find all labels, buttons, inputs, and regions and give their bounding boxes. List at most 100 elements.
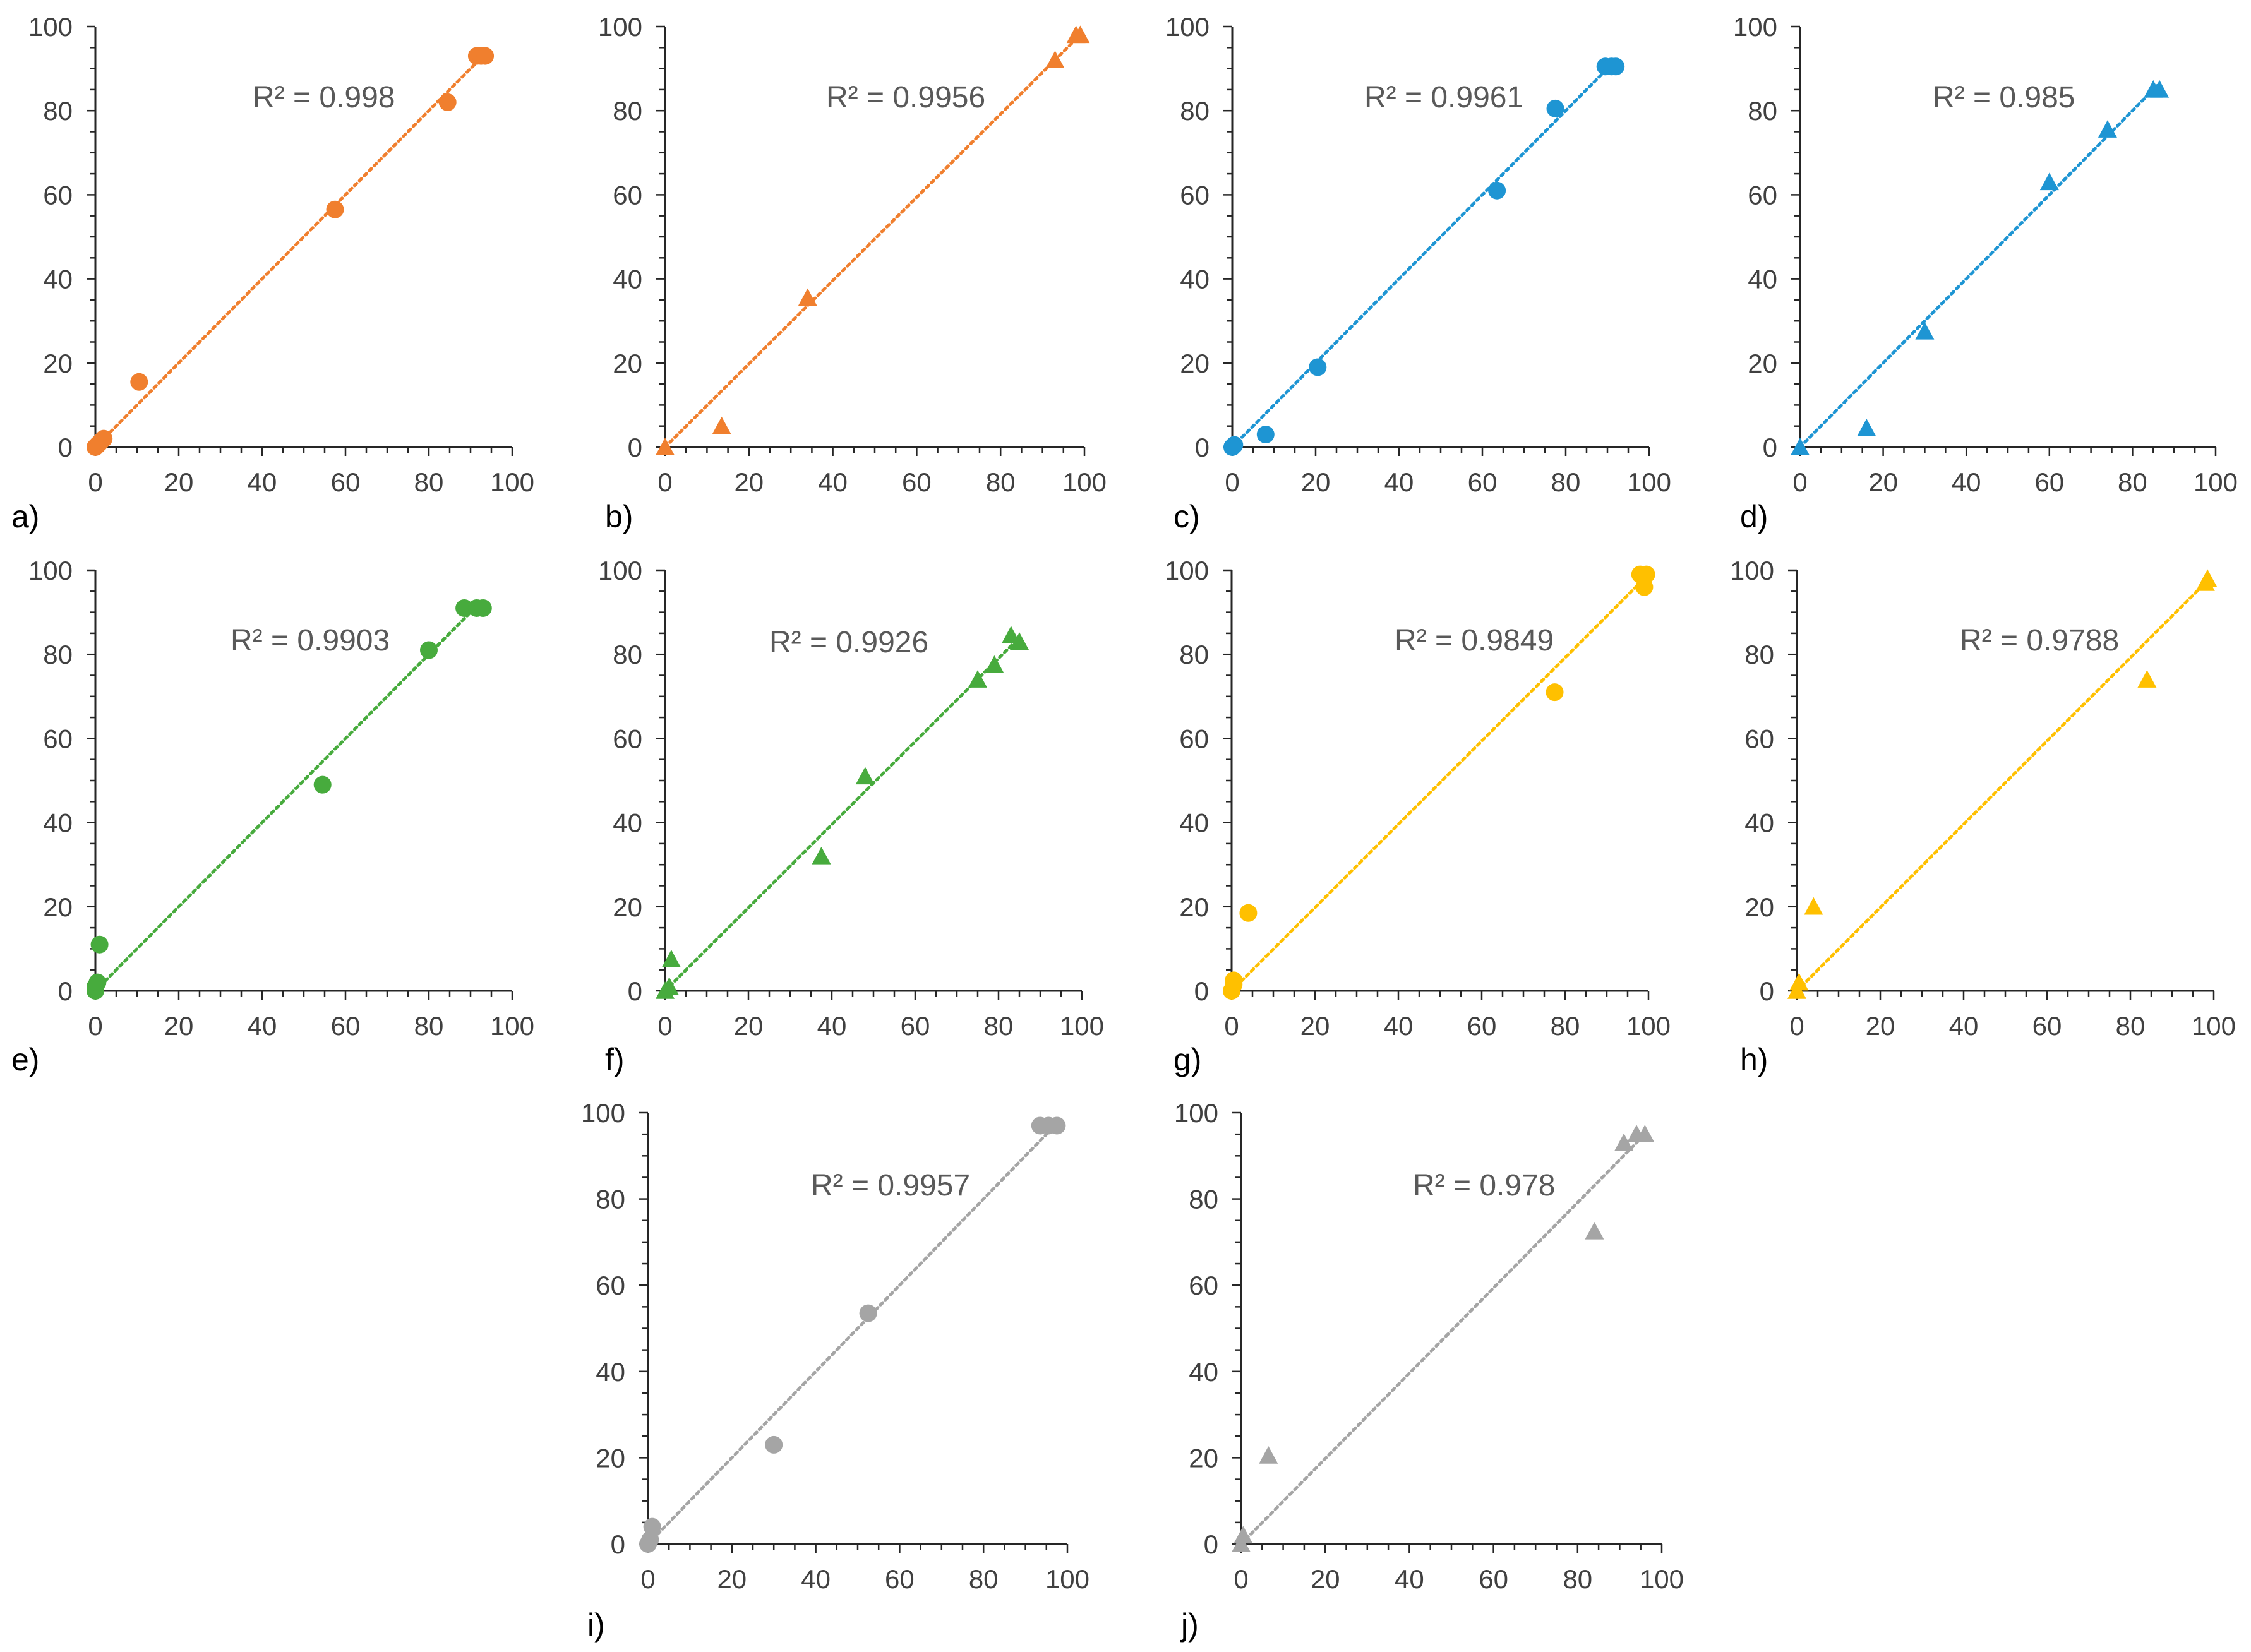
x-tick-label: 60 bbox=[1467, 1011, 1497, 1041]
y-tick-label: 80 bbox=[1180, 96, 1210, 126]
y-tick-label: 100 bbox=[598, 12, 642, 42]
data-point bbox=[859, 1304, 877, 1322]
chart-panel-3: 0 20 40 60 80 100 0 20 40 60 80 100 R² = 0.9961 c) bbox=[1165, 12, 1671, 534]
r-squared-label: R² = 0.9903 bbox=[231, 624, 390, 657]
trendline bbox=[663, 33, 1082, 449]
r-squared-label: R² = 0.9849 bbox=[1395, 624, 1554, 657]
x-tick-label: 40 bbox=[1395, 1564, 1424, 1594]
chart-panel-8: 0 20 40 60 80 100 0 20 40 60 80 100 R² = 0.9788 h) bbox=[1730, 556, 2236, 1077]
x-tick-label: 80 bbox=[414, 1011, 444, 1041]
data-point bbox=[1607, 57, 1625, 76]
y-tick-label: 60 bbox=[43, 724, 73, 753]
x-tick-label: 100 bbox=[2194, 467, 2238, 497]
data-point bbox=[1048, 1116, 1066, 1135]
x-tick-label: 80 bbox=[414, 467, 444, 497]
data-point bbox=[659, 977, 679, 995]
y-tick-label: 20 bbox=[1179, 892, 1209, 922]
data-point bbox=[1234, 1526, 1253, 1544]
r-squared-label: R² = 0.9788 bbox=[1960, 624, 2119, 657]
x-tick-label: 20 bbox=[164, 467, 194, 497]
x-tick-label: 40 bbox=[1949, 1011, 1979, 1041]
data-point bbox=[1259, 1446, 1278, 1464]
x-tick-label: 80 bbox=[984, 1011, 1014, 1041]
x-tick-label: 20 bbox=[717, 1564, 747, 1594]
data-point bbox=[2098, 120, 2117, 138]
x-tick-label: 60 bbox=[331, 467, 361, 497]
x-tick-label: 20 bbox=[164, 1011, 194, 1041]
x-tick-label: 60 bbox=[902, 467, 932, 497]
data-point bbox=[326, 200, 344, 218]
x-tick-label: 40 bbox=[1952, 467, 1981, 497]
trendline bbox=[1798, 83, 2159, 449]
y-tick-label: 60 bbox=[43, 180, 73, 210]
y-tick-label: 100 bbox=[1730, 556, 1774, 585]
x-tick-label: 0 bbox=[1224, 1011, 1239, 1041]
x-tick-label: 80 bbox=[969, 1564, 999, 1594]
x-tick-label: 100 bbox=[2192, 1011, 2236, 1041]
x-tick-label: 40 bbox=[248, 467, 277, 497]
y-tick-label: 60 bbox=[596, 1271, 625, 1300]
x-tick-label: 80 bbox=[1563, 1564, 1592, 1594]
x-tick-label: 20 bbox=[1301, 467, 1331, 497]
y-tick-label: 0 bbox=[58, 976, 73, 1006]
chart-panel-5: 0 20 40 60 80 100 0 20 40 60 80 100 R² = 0.9903 e) bbox=[11, 556, 534, 1077]
r-squared-label: R² = 0.998 bbox=[253, 81, 395, 114]
y-tick-label: 0 bbox=[628, 433, 642, 462]
panel-label: a) bbox=[11, 499, 39, 534]
x-tick-label: 20 bbox=[1300, 1011, 1330, 1041]
x-tick-label: 60 bbox=[331, 1011, 361, 1041]
x-tick-label: 0 bbox=[88, 1011, 102, 1041]
data-point bbox=[1225, 971, 1243, 990]
x-tick-label: 60 bbox=[2032, 1011, 2062, 1041]
data-point bbox=[1045, 51, 1065, 69]
data-point bbox=[712, 416, 731, 434]
y-tick-label: 40 bbox=[613, 808, 642, 838]
y-tick-label: 0 bbox=[1763, 433, 1777, 462]
y-tick-label: 40 bbox=[596, 1357, 625, 1387]
chart-panel-1: 0 20 40 60 80 100 0 20 40 60 80 100 R² = 0.998 a) bbox=[11, 12, 534, 534]
x-tick-label: 40 bbox=[1384, 467, 1414, 497]
y-tick-label: 0 bbox=[58, 433, 73, 462]
data-point bbox=[1637, 565, 1655, 584]
data-point bbox=[1635, 1125, 1655, 1142]
x-tick-label: 100 bbox=[490, 1011, 534, 1041]
y-tick-label: 20 bbox=[43, 892, 73, 922]
x-tick-label: 100 bbox=[1062, 467, 1107, 497]
y-tick-label: 60 bbox=[1179, 724, 1209, 753]
chart-panel-9: 0 20 40 60 80 100 0 20 40 60 80 100 R² = 0.9957 i) bbox=[581, 1098, 1089, 1643]
y-tick-label: 20 bbox=[43, 349, 73, 378]
data-point bbox=[968, 670, 987, 688]
x-tick-label: 40 bbox=[818, 467, 848, 497]
y-tick-label: 60 bbox=[1744, 724, 1774, 753]
chart-panel-7: 0 20 40 60 80 100 0 20 40 60 80 100 R² = 0.9849 g) bbox=[1165, 556, 1671, 1077]
x-tick-label: 100 bbox=[1640, 1564, 1684, 1594]
x-tick-label: 80 bbox=[1551, 1011, 1580, 1041]
x-tick-label: 80 bbox=[986, 467, 1016, 497]
trendline bbox=[1230, 67, 1609, 449]
data-point bbox=[313, 775, 332, 794]
data-point bbox=[656, 438, 675, 455]
chart-panel-6: 0 20 40 60 80 100 0 20 40 60 80 100 R² = 0.9926 f) bbox=[598, 556, 1104, 1077]
y-tick-label: 80 bbox=[1748, 96, 1777, 126]
data-point bbox=[1071, 25, 1090, 44]
r-squared-label: R² = 0.9956 bbox=[826, 81, 985, 114]
x-tick-label: 80 bbox=[2118, 467, 2147, 497]
data-point bbox=[420, 641, 438, 659]
x-tick-label: 40 bbox=[1384, 1011, 1414, 1041]
data-point bbox=[1804, 897, 1823, 915]
r-squared-label: R² = 0.9961 bbox=[1364, 81, 1523, 114]
data-point bbox=[1010, 632, 1029, 650]
data-point bbox=[1857, 419, 1876, 436]
data-point bbox=[812, 846, 831, 865]
y-tick-label: 0 bbox=[628, 976, 642, 1006]
data-point bbox=[95, 429, 113, 448]
trendline bbox=[646, 1123, 1057, 1546]
data-point bbox=[1791, 438, 1810, 455]
x-tick-label: 60 bbox=[1468, 467, 1498, 497]
x-tick-label: 60 bbox=[1479, 1564, 1508, 1594]
data-point bbox=[1546, 683, 1564, 702]
y-tick-label: 60 bbox=[613, 180, 642, 210]
data-point bbox=[765, 1435, 783, 1454]
trendline bbox=[1230, 573, 1650, 993]
